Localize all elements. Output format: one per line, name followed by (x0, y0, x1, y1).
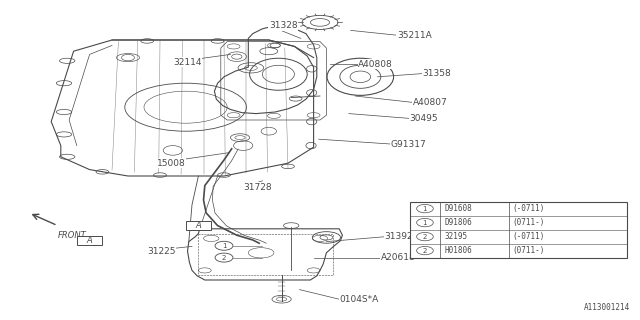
Text: D91806: D91806 (444, 218, 472, 227)
Text: 0104S*A: 0104S*A (339, 295, 378, 304)
Text: 31225: 31225 (147, 247, 176, 256)
Text: (0711-): (0711-) (513, 218, 545, 227)
Text: D91608: D91608 (444, 204, 472, 213)
Text: A40807: A40807 (413, 98, 447, 107)
FancyBboxPatch shape (410, 202, 627, 258)
Text: 1: 1 (221, 243, 227, 249)
Text: G91317: G91317 (390, 140, 426, 148)
Text: 31328: 31328 (269, 21, 298, 30)
Text: A113001214: A113001214 (584, 303, 630, 312)
Text: 32195: 32195 (444, 232, 467, 241)
Text: H01806: H01806 (444, 246, 472, 255)
Text: 2: 2 (423, 234, 427, 240)
FancyBboxPatch shape (186, 221, 211, 230)
Text: A: A (196, 221, 201, 230)
Text: (-0711): (-0711) (513, 232, 545, 241)
Text: 30495: 30495 (410, 114, 438, 123)
Text: (-0711): (-0711) (513, 204, 545, 213)
Text: A40808: A40808 (358, 60, 393, 68)
Text: FRONT: FRONT (58, 231, 86, 240)
Text: (0711-): (0711-) (513, 246, 545, 255)
Text: 35211A: 35211A (397, 31, 431, 40)
Text: A20618: A20618 (381, 253, 415, 262)
Text: 32114: 32114 (173, 58, 202, 67)
Text: 31358: 31358 (422, 69, 451, 78)
FancyBboxPatch shape (77, 236, 102, 245)
Text: 1: 1 (422, 206, 428, 212)
Text: 2: 2 (423, 248, 427, 253)
Text: 31392: 31392 (384, 232, 413, 241)
Text: A: A (87, 236, 92, 245)
Text: 31728: 31728 (243, 183, 272, 192)
Text: 1: 1 (422, 220, 428, 226)
Text: 2: 2 (222, 255, 226, 260)
Text: 15008: 15008 (157, 159, 186, 168)
